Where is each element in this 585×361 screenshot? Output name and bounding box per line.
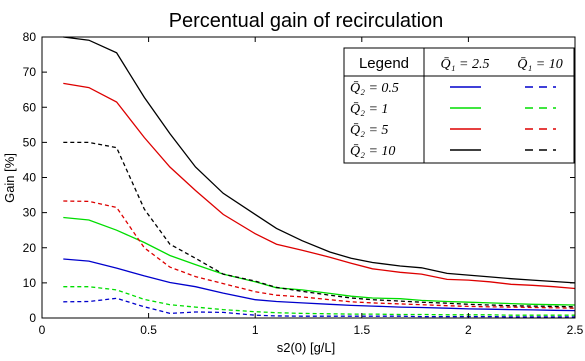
legend: Legend Q̄₁ = 2.5 Q̄₁ = 10 Q̄₂ = 0.5 Q̄₂ … xyxy=(343,47,575,164)
series-line xyxy=(63,297,575,318)
y-tick-label: 30 xyxy=(23,206,37,220)
series-line xyxy=(63,286,575,316)
y-tick-label: 80 xyxy=(23,30,37,44)
legend-row-label: Q̄₂ = 1 xyxy=(350,102,388,117)
legend-col-solid: Q̄₁ = 2.5 xyxy=(441,57,490,72)
series-line xyxy=(63,82,576,290)
series-line xyxy=(63,258,576,312)
y-tick-label: 60 xyxy=(23,100,37,114)
legend-row-label: Q̄₂ = 5 xyxy=(350,123,388,138)
x-axis-label: s2(0) [g/L] xyxy=(277,340,336,355)
y-axis-label: Gain [%] xyxy=(2,153,17,203)
series-line xyxy=(63,200,576,309)
legend-swatches xyxy=(450,86,556,151)
y-tick-label: 40 xyxy=(23,171,37,185)
x-tick-label: 1.5 xyxy=(353,323,370,337)
legend-row-label: Q̄₂ = 0.5 xyxy=(350,81,399,96)
y-tick-label: 70 xyxy=(23,65,37,79)
y-tick-label: 50 xyxy=(23,135,37,149)
x-tick-label: 0.5 xyxy=(140,323,157,337)
legend-frame xyxy=(343,47,575,164)
x-tick-label: 1 xyxy=(252,323,259,337)
plot-lines xyxy=(63,36,576,318)
series-line xyxy=(63,216,576,306)
legend-header: Legend xyxy=(359,55,409,72)
x-tick-label: 0 xyxy=(39,323,46,337)
chart-title: Percentual gain of recirculation xyxy=(169,10,444,32)
y-tick-label: 20 xyxy=(23,241,37,255)
y-tick-label: 0 xyxy=(29,311,36,325)
x-tick-label: 2 xyxy=(465,323,472,337)
legend-col-dashed: Q̄₁ = 10 xyxy=(517,57,562,72)
x-tick-label: 2.5 xyxy=(567,323,584,337)
y-tick-label: 10 xyxy=(23,276,37,290)
legend-row-label: Q̄₂ = 10 xyxy=(350,144,395,159)
series-line xyxy=(63,36,576,284)
series-line xyxy=(63,141,576,308)
axes: 0 0.5 1 1.5 2 2.5 0 10 20 30 40 50 60 70 80 xyxy=(23,30,584,337)
